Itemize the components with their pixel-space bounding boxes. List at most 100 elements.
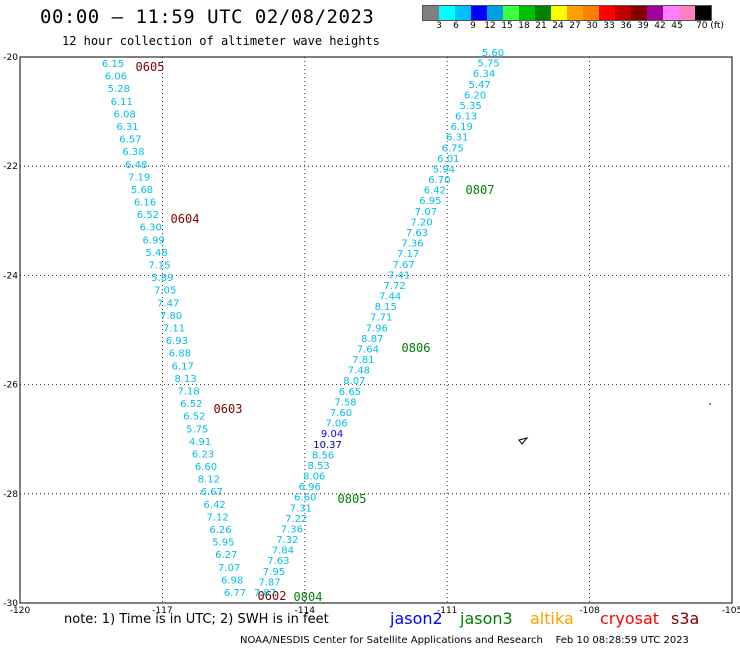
- wave-height-label: 8.06: [303, 472, 325, 483]
- wave-height-label: 6.93: [166, 336, 188, 347]
- wave-height-label: 5.75: [477, 59, 499, 70]
- timestamp-text: Feb 10 08:28:59 UTC 2023: [555, 635, 689, 646]
- wave-height-label: 7.48: [348, 366, 370, 377]
- wave-height-label: 4.91: [189, 437, 211, 448]
- pass-time-label: 0603: [214, 402, 243, 416]
- wave-height-label: 5.47: [468, 80, 490, 91]
- wave-height-label: 7.96: [366, 323, 388, 334]
- wave-height-label: 6.27: [215, 550, 237, 561]
- wave-height-label: 8.56: [312, 450, 334, 461]
- wave-height-label: 6.26: [209, 525, 231, 536]
- wave-height-label: 6.60: [195, 462, 217, 473]
- wave-height-label: 7.95: [263, 567, 285, 578]
- map-frame: [19, 56, 733, 604]
- wave-height-label: 6.16: [134, 198, 156, 209]
- wave-height-colorbar: [422, 5, 712, 21]
- wave-height-label: 7.06: [325, 419, 347, 430]
- wave-height-label: 5.28: [108, 84, 130, 95]
- wave-height-label: 7.71: [370, 313, 392, 324]
- wave-height-label: 6.31: [116, 122, 138, 133]
- wave-height-label: 6.19: [451, 122, 473, 133]
- colorbar-tick: 15: [501, 21, 513, 31]
- lon-label: -111: [437, 606, 457, 616]
- lat-label: -28: [3, 490, 18, 500]
- credit-text: NOAA/NESDIS Center for Satellite Applica…: [240, 635, 543, 646]
- wave-height-label: 6.96: [299, 482, 321, 493]
- wave-height-label: 6.70: [428, 175, 450, 186]
- colorbar-tick: 39: [637, 21, 649, 31]
- wave-height-label: 7.07: [218, 563, 240, 574]
- colorbar-tick: 12: [484, 21, 496, 31]
- colorbar-tick: 45: [671, 21, 683, 31]
- wave-height-label: 7.41: [388, 270, 410, 281]
- colorbar-tick: 3: [436, 21, 442, 31]
- colorbar-swatch: [567, 6, 583, 20]
- wave-height-label: 6.98: [221, 575, 243, 586]
- colorbar-tick-labels: 3 6 9 12 15 18 21 24 27 30 33 36 39 42 45 70 (ft): [422, 21, 728, 33]
- map-subtitle: 12 hour collection of altimeter wave hei…: [62, 34, 380, 48]
- pass-time-label: 0604: [171, 212, 200, 226]
- lon-label: -108: [579, 606, 600, 616]
- legend-jason2: jason2: [390, 609, 443, 628]
- wave-height-label: 7.07: [415, 207, 437, 218]
- legend-altika: altika: [530, 609, 574, 628]
- colorbar-swatch: [423, 6, 439, 20]
- colorbar-swatch: [695, 6, 711, 20]
- colorbar-swatch: [535, 6, 551, 20]
- colorbar-swatch: [471, 6, 487, 20]
- colorbar-swatch: [647, 6, 663, 20]
- wave-height-label: 7.64: [357, 344, 379, 355]
- wave-height-label: 7.63: [406, 228, 428, 239]
- footer-credit: NOAA/NESDIS Center for Satellite Applica…: [240, 635, 689, 646]
- lon-label: -114: [295, 606, 316, 616]
- wave-height-label: 6.06: [105, 72, 127, 83]
- axis-labels: -120 -117 -114 -111 -108 -105 -20 -22 -24 -26 -28 -…: [3, 53, 740, 616]
- wave-height-label: 10.37: [313, 440, 342, 451]
- wave-height-label: 7.22: [285, 514, 307, 525]
- colorbar-tick: 9: [470, 21, 476, 31]
- wave-height-label: 6.88: [169, 349, 191, 360]
- lon-label: -120: [10, 606, 31, 616]
- wave-height-label: 6.77: [224, 588, 246, 599]
- colorbar-swatch: [455, 6, 471, 20]
- wave-height-label: 8.13: [174, 374, 196, 385]
- wave-height-label: 6.48: [125, 160, 147, 171]
- wave-height-label: 7.60: [330, 408, 352, 419]
- wave-height-label: 7.87: [258, 577, 280, 588]
- wave-height-label: 5.68: [131, 185, 153, 196]
- island-shape: [518, 437, 529, 445]
- wave-height-label: 6.15: [102, 59, 124, 70]
- lat-label: -22: [3, 162, 18, 172]
- wave-height-label: 8.12: [198, 475, 220, 486]
- wave-height-label: 6.75: [442, 143, 464, 154]
- colorbar-swatch: [679, 6, 695, 20]
- wave-height-label: 7.87: [254, 588, 276, 599]
- wave-height-label: 6.38: [122, 147, 144, 158]
- wave-height-label: 7.12: [206, 512, 228, 523]
- wave-height-label: 7.05: [154, 286, 176, 297]
- colorbar-tick: 18: [518, 21, 530, 31]
- wave-height-label: 7.32: [276, 535, 298, 546]
- wave-height-label: 7.11: [163, 324, 185, 335]
- wave-height-label: 6.95: [419, 196, 441, 207]
- satellite-tracks: 6.15 6.065.28 6.116.08 6.31 6.576.38 6.487.19…: [102, 48, 504, 604]
- pass-time-label: 0804: [294, 590, 323, 604]
- lon-label: -105: [722, 606, 740, 616]
- map-grid: [20, 57, 732, 603]
- wave-height-label: 7.58: [334, 397, 356, 408]
- colorbar-tick: 6: [453, 21, 459, 31]
- colorbar-swatch: [503, 6, 519, 20]
- legend-jason3: jason3: [460, 609, 513, 628]
- lat-label: -24: [3, 271, 18, 281]
- wave-height-label: 7.80: [160, 311, 182, 322]
- colorbar-tick: 24: [552, 21, 564, 31]
- wave-height-label: 7.18: [177, 386, 199, 397]
- wave-height-label: 8.07: [343, 376, 365, 387]
- wave-height-label: 7.44: [379, 292, 401, 303]
- wave-height-label: 6.31: [446, 133, 468, 144]
- wave-height-label: 5.95: [212, 538, 234, 549]
- pass-time-label: 0805: [338, 492, 367, 506]
- wave-height-label: 6.52: [180, 399, 202, 410]
- lat-label: -20: [3, 53, 18, 63]
- lat-label: -30: [3, 599, 18, 609]
